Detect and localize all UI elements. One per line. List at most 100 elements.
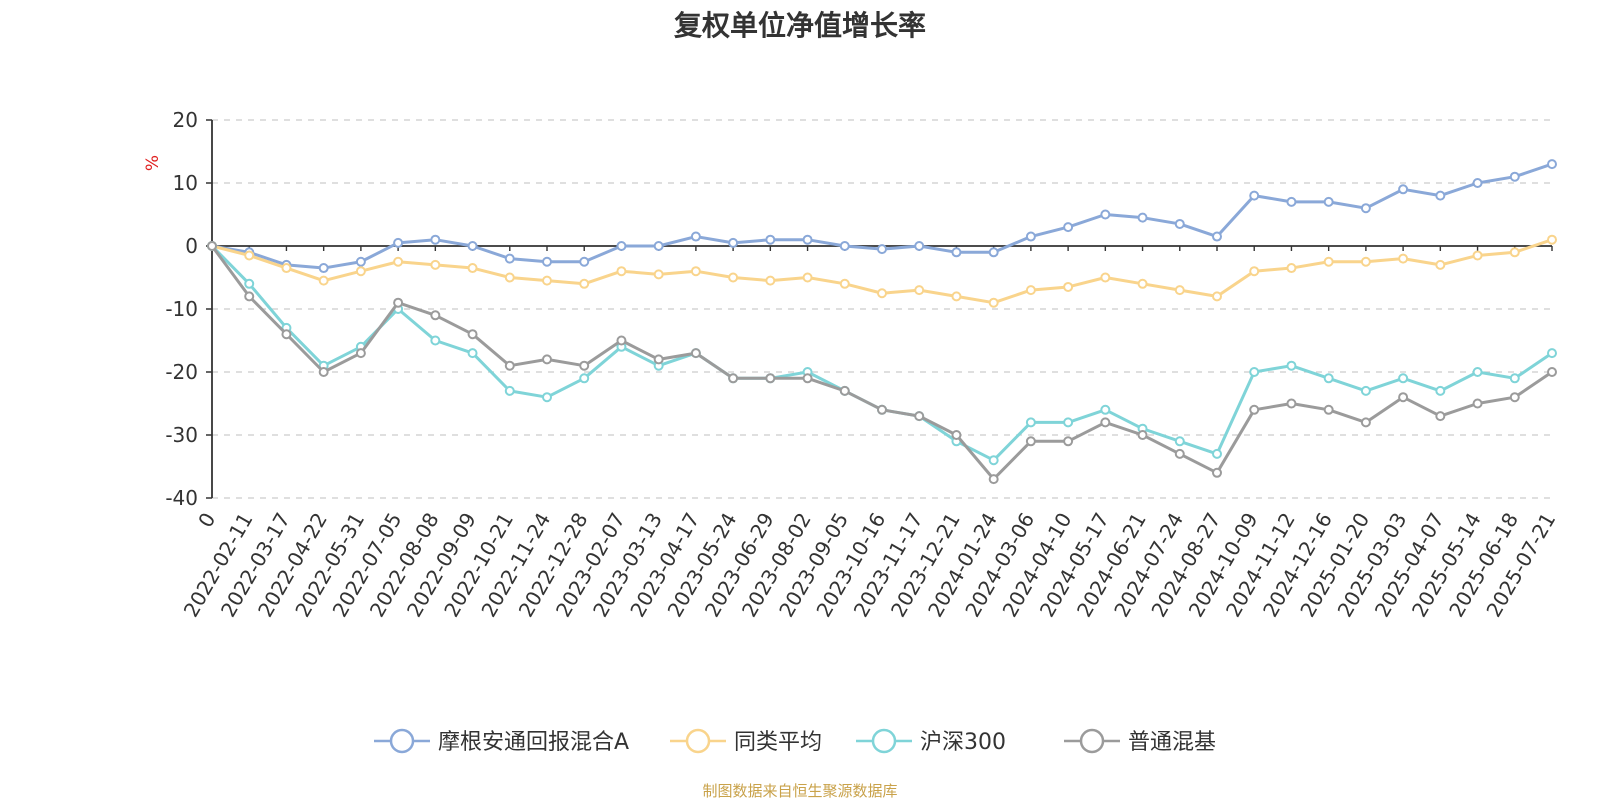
data-point: [281, 263, 292, 274]
x-tick-label: 0: [193, 509, 220, 532]
data-point: [1025, 417, 1036, 428]
data-point: [1509, 373, 1520, 384]
data-point: [355, 266, 366, 277]
data-point: [1323, 256, 1334, 267]
data-point: [690, 231, 701, 242]
data-point: [281, 329, 292, 340]
data-point: [1435, 411, 1446, 422]
data-point: [430, 310, 441, 321]
data-point: [728, 272, 739, 283]
data-point: [1249, 404, 1260, 415]
data-point: [1212, 231, 1222, 242]
data-point: [1286, 398, 1297, 409]
data-point: [1100, 404, 1111, 415]
data-point: [877, 404, 887, 415]
data-source-note: 制图数据来自恒生聚源数据库: [702, 782, 898, 800]
data-point: [1360, 385, 1371, 396]
legend-item-3[interactable]: 普通混基: [1064, 728, 1216, 755]
data-point: [951, 247, 962, 258]
data-point: [467, 329, 478, 340]
data-point: [1100, 272, 1111, 283]
data-point: [728, 373, 739, 384]
x-axis: 02022-02-112022-03-172022-04-222022-05-3…: [179, 245, 1560, 621]
data-point: [802, 272, 813, 283]
data-point: [988, 455, 999, 466]
data-point: [1509, 392, 1520, 403]
data-point: [467, 263, 478, 274]
data-point: [1174, 218, 1185, 229]
data-point: [393, 256, 404, 267]
data-point: [914, 411, 925, 422]
series-line-2: [210, 244, 1554, 462]
data-point: [1435, 259, 1446, 270]
legend-item-2[interactable]: 沪深300: [856, 728, 1006, 755]
data-point: [1100, 417, 1111, 428]
data-point: [579, 278, 590, 289]
legend-label: 沪深300: [920, 730, 1006, 755]
legend-label: 摩根安通回报混合A: [438, 730, 629, 755]
data-point: [579, 360, 590, 371]
legend-item-0[interactable]: 摩根安通回报混合A: [374, 728, 629, 755]
data-point: [1509, 247, 1520, 258]
data-point: [1025, 285, 1036, 296]
data-point: [1435, 385, 1446, 396]
data-point: [244, 278, 255, 289]
data-point: [951, 291, 962, 302]
data-point: [802, 234, 813, 245]
y-tick-label: -40: [165, 486, 198, 510]
data-point: [877, 244, 887, 255]
data-point: [1509, 171, 1520, 182]
data-point: [1137, 212, 1148, 223]
data-point: [504, 385, 515, 396]
data-point: [504, 253, 515, 264]
data-point: [1547, 234, 1557, 245]
data-point: [616, 266, 627, 277]
data-point: [244, 250, 255, 261]
data-point: [1286, 263, 1297, 274]
data-point: [1323, 373, 1334, 384]
data-point: [1472, 398, 1483, 409]
gridlines: [212, 119, 1552, 499]
data-point: [728, 237, 739, 248]
legend-marker: [685, 728, 711, 754]
data-point: [504, 272, 515, 283]
data-point: [802, 373, 813, 384]
legend-marker: [1079, 728, 1105, 754]
legend-item-1[interactable]: 同类平均: [670, 728, 822, 755]
data-point: [1547, 348, 1557, 359]
y-tick-label: -20: [165, 360, 198, 384]
data-point: [1063, 281, 1074, 292]
data-point: [653, 241, 664, 251]
data-point: [318, 367, 329, 377]
data-point: [839, 278, 850, 289]
data-point: [1398, 392, 1409, 403]
data-point: [914, 241, 925, 251]
data-point: [951, 430, 962, 440]
data-point: [1547, 159, 1557, 170]
data-point: [1472, 367, 1483, 377]
data-point: [355, 348, 366, 359]
data-point: [1137, 278, 1148, 289]
legend-label: 普通混基: [1128, 730, 1216, 755]
data-point: [1212, 467, 1222, 478]
y-tick-label: 10: [173, 171, 198, 195]
y-tick-label: -10: [165, 297, 198, 321]
data-point: [1025, 231, 1036, 242]
data-point: [616, 241, 627, 251]
data-point: [1398, 184, 1409, 195]
data-point: [579, 256, 590, 267]
data-point: [1174, 285, 1185, 296]
data-point: [1100, 209, 1111, 220]
data-point: [1063, 436, 1074, 447]
data-point: [393, 297, 404, 308]
y-tick-label: -30: [165, 423, 198, 447]
data-point: [430, 234, 441, 245]
data-point: [690, 348, 701, 359]
data-point: [839, 241, 850, 251]
data-point: [1249, 190, 1260, 201]
data-point: [318, 275, 329, 286]
data-point: [765, 275, 776, 286]
data-point: [1323, 196, 1334, 207]
data-point: [1249, 367, 1260, 377]
data-point: [1323, 404, 1334, 415]
